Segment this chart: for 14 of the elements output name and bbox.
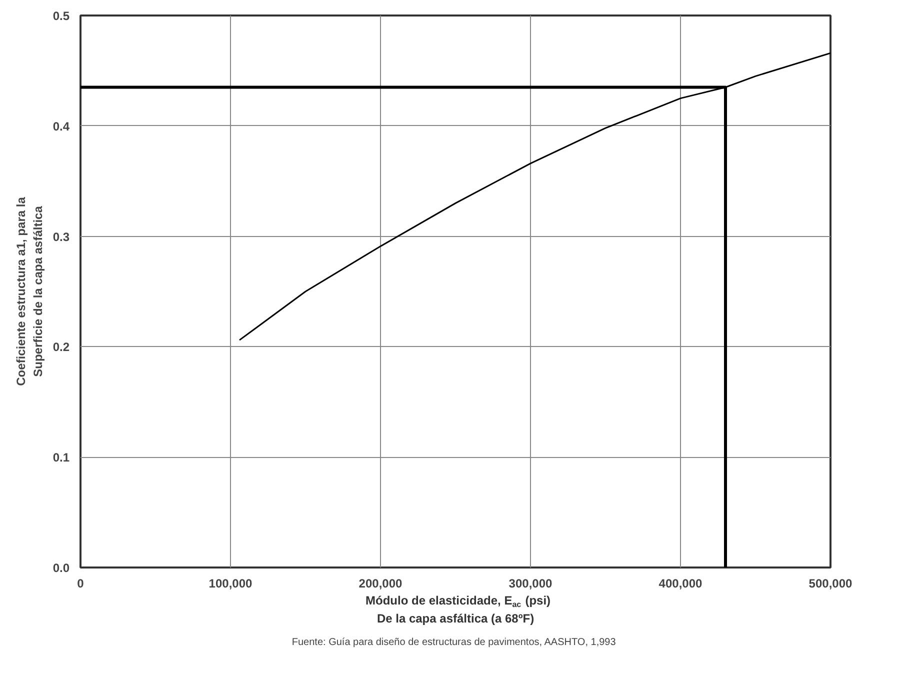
x-tick-label: 200,000 bbox=[358, 576, 403, 590]
y-tick-label: 0.1 bbox=[52, 450, 70, 465]
x-tick-label: 0 bbox=[77, 576, 84, 590]
source-note: Fuente: Guía para diseño de estructuras de pavimentos, AASHTO, 1,993 bbox=[292, 637, 616, 648]
y-tick-label: 0.2 bbox=[52, 340, 70, 354]
x-tick-label: 400,000 bbox=[658, 576, 703, 590]
y-tick-label: 0.3 bbox=[52, 230, 70, 244]
y-tick-label: 0.4 bbox=[52, 119, 70, 134]
x-tick-label: 300,000 bbox=[508, 576, 553, 590]
x-tick-label: 500,000 bbox=[808, 576, 853, 590]
x-tick-label: 100,000 bbox=[208, 576, 253, 590]
y-axis-title: Coeficiente estructura a1, para la Superficie de la capa asfáltica bbox=[14, 196, 45, 386]
y-tick-label: 0.0 bbox=[52, 561, 70, 575]
y-tick-label: 0.5 bbox=[52, 9, 70, 23]
